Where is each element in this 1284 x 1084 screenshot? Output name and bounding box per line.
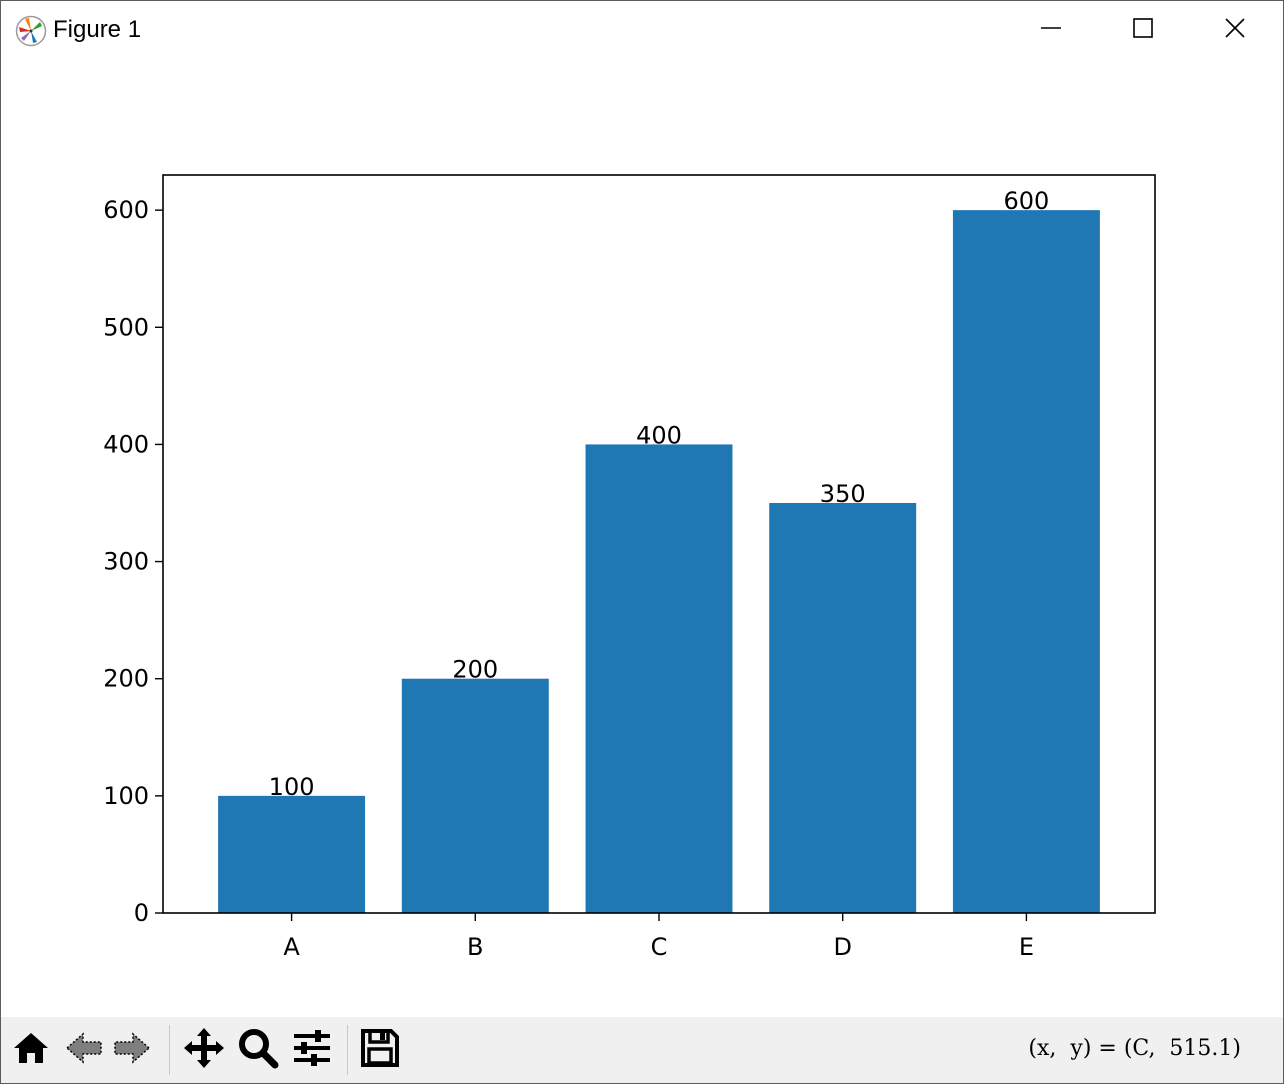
save-button[interactable] xyxy=(357,1027,403,1073)
y-tick-label: 0 xyxy=(134,899,149,927)
y-tick-label: 600 xyxy=(103,196,149,224)
pan-icon xyxy=(182,1026,226,1074)
back-button[interactable] xyxy=(61,1027,107,1073)
x-tick-label: E xyxy=(1019,933,1034,961)
maximize-icon xyxy=(1132,17,1154,43)
bar-chart: 0 100 200 300 400 500 600 A B C D E 100 200 400 350 600 xyxy=(103,174,1156,961)
x-tick-label: A xyxy=(283,933,300,961)
y-tick-label: 200 xyxy=(103,665,149,693)
toolbar-separator xyxy=(169,1025,170,1075)
save-icon xyxy=(359,1027,401,1073)
data-label: 350 xyxy=(820,480,866,508)
y-tick-label: 400 xyxy=(103,430,149,458)
configure-subplots-icon xyxy=(291,1027,333,1073)
minimize-icon xyxy=(1040,17,1062,43)
back-icon xyxy=(64,1028,104,1072)
forward-icon xyxy=(112,1028,152,1072)
bar-D xyxy=(769,503,917,913)
home-button[interactable] xyxy=(8,1027,54,1073)
pan-button[interactable] xyxy=(181,1027,227,1073)
bar-B xyxy=(401,678,549,913)
zoom-icon xyxy=(237,1027,279,1073)
bar-C xyxy=(585,444,733,913)
minimize-button[interactable] xyxy=(1005,1,1097,59)
matplotlib-logo-icon xyxy=(15,15,47,47)
close-icon xyxy=(1224,17,1246,43)
figure-canvas[interactable]: 0 100 200 300 400 500 600 A B C D E 100 200 400 350 600 xyxy=(1,59,1283,1017)
data-label: 100 xyxy=(269,773,315,801)
forward-button[interactable] xyxy=(109,1027,155,1073)
zoom-button[interactable] xyxy=(235,1027,281,1073)
navigation-toolbar: (x, y) = (C, 515.1) xyxy=(1,1017,1283,1083)
y-tick-label: 100 xyxy=(103,782,149,810)
x-tick-label: B xyxy=(467,933,483,961)
data-label: 200 xyxy=(452,656,498,684)
y-tick-label: 500 xyxy=(103,313,149,341)
toolbar-separator xyxy=(347,1025,348,1075)
cursor-coordinates: (x, y) = (C, 515.1) xyxy=(1028,1036,1241,1061)
title-bar[interactable]: Figure 1 xyxy=(1,1,1283,59)
close-button[interactable] xyxy=(1189,1,1281,59)
window-title: Figure 1 xyxy=(53,16,142,43)
y-tick-label: 300 xyxy=(103,548,149,576)
configure-subplots-button[interactable] xyxy=(289,1027,335,1073)
x-tick-label: C xyxy=(651,933,668,961)
home-icon xyxy=(11,1028,51,1072)
x-tick-label: D xyxy=(833,933,851,961)
data-label: 400 xyxy=(636,421,682,449)
data-label: 600 xyxy=(1004,187,1050,215)
bar-E xyxy=(952,210,1100,914)
bar-A xyxy=(218,795,366,913)
maximize-button[interactable] xyxy=(1097,1,1189,59)
